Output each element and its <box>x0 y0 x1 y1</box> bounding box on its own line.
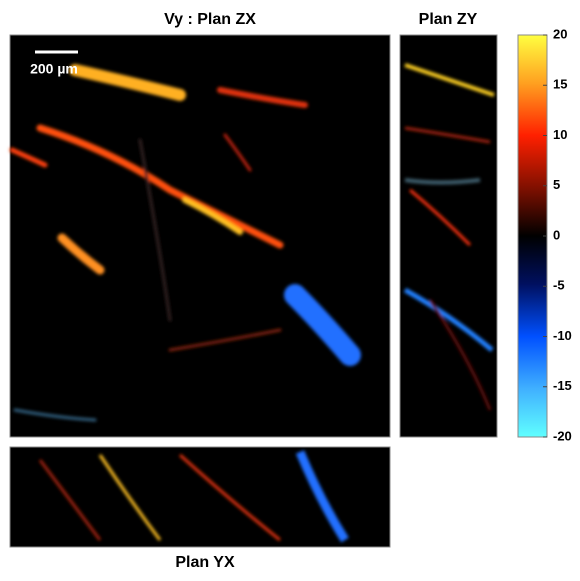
colorbar-tick-label: 20 <box>553 26 567 41</box>
zy-title: Plan ZY <box>419 11 478 28</box>
colorbar <box>517 34 548 438</box>
yx-title: Plan YX <box>175 554 235 571</box>
colorbar-tick-label: -15 <box>553 378 572 393</box>
colorbar-tick-label: -10 <box>553 328 572 343</box>
zy-panel <box>399 34 498 438</box>
colorbar-tick-label: -20 <box>553 428 572 443</box>
main-title: Vy : Plan ZX <box>164 11 256 28</box>
colorbar-tick-label: 15 <box>553 77 567 92</box>
colorbar-tick-label: -5 <box>553 278 565 293</box>
scale-bar-label: 200 µm <box>30 61 78 77</box>
zx-panel: 200 µm <box>9 34 391 438</box>
yx-panel <box>9 446 391 548</box>
colorbar-tick-label: 5 <box>553 177 560 192</box>
colorbar-tick-label: 10 <box>553 127 567 142</box>
colorbar-tick-label: 0 <box>553 227 560 242</box>
